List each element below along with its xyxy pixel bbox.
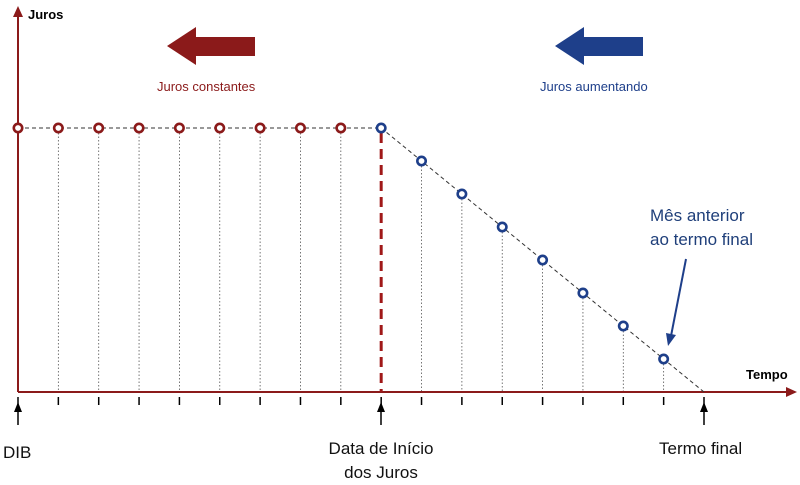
annotation-pointer-arrow-icon [666, 258, 687, 346]
constant-point-month-8 [335, 122, 347, 134]
annotation-line-1: Mês anterior [650, 206, 745, 225]
increasing-point-month-12 [496, 221, 508, 233]
data-points [12, 122, 670, 365]
interest-start-label-line-2: dos Juros [344, 463, 418, 482]
interest-start-marker-arrow-icon [377, 402, 385, 412]
previous-month-annotation: Mês anterior ao termo final [650, 204, 753, 252]
left-arrow-constant-icon [167, 27, 255, 65]
increasing-point-month-13 [537, 254, 549, 266]
marker-arrows [14, 402, 708, 425]
final-term-label: Termo final [659, 439, 743, 458]
x-axis-ticks [17, 397, 705, 405]
constant-interest-caption: Juros constantes [157, 79, 256, 94]
constant-point-month-3 [133, 122, 145, 134]
increasing-interest-caption: Juros aumentando [540, 79, 648, 94]
increasing-point-month-9 [375, 122, 387, 134]
dib-marker-arrow-icon [14, 402, 22, 412]
constant-point-month-5 [214, 122, 226, 134]
increasing-point-month-11 [456, 188, 468, 200]
final-term-marker-arrow-icon [700, 402, 708, 412]
annotation-line-2: ao termo final [650, 230, 753, 249]
y-axis-title: Juros [28, 7, 64, 22]
increasing-point-month-14 [577, 287, 589, 299]
constant-point-month-0 [12, 122, 24, 134]
constant-point-month-1 [52, 122, 64, 134]
dib-label: DIB [3, 443, 32, 462]
x-axis-arrowhead [786, 387, 797, 397]
vertical-gridlines [57, 133, 665, 392]
x-axis-title: Tempo [746, 367, 788, 382]
increasing-point-month-16 [658, 353, 670, 365]
constant-point-month-6 [254, 122, 266, 134]
interest-start-label-line-1: Data de Início [328, 439, 434, 458]
left-arrow-increasing-icon [555, 27, 643, 65]
y-axis-arrowhead [13, 6, 23, 17]
increasing-point-month-15 [617, 320, 629, 332]
constant-point-month-4 [173, 122, 185, 134]
constant-point-month-7 [294, 122, 306, 134]
increasing-point-month-10 [416, 155, 428, 167]
interest-start-label: Data de Início dos Juros [311, 437, 451, 485]
constant-point-month-2 [93, 122, 105, 134]
